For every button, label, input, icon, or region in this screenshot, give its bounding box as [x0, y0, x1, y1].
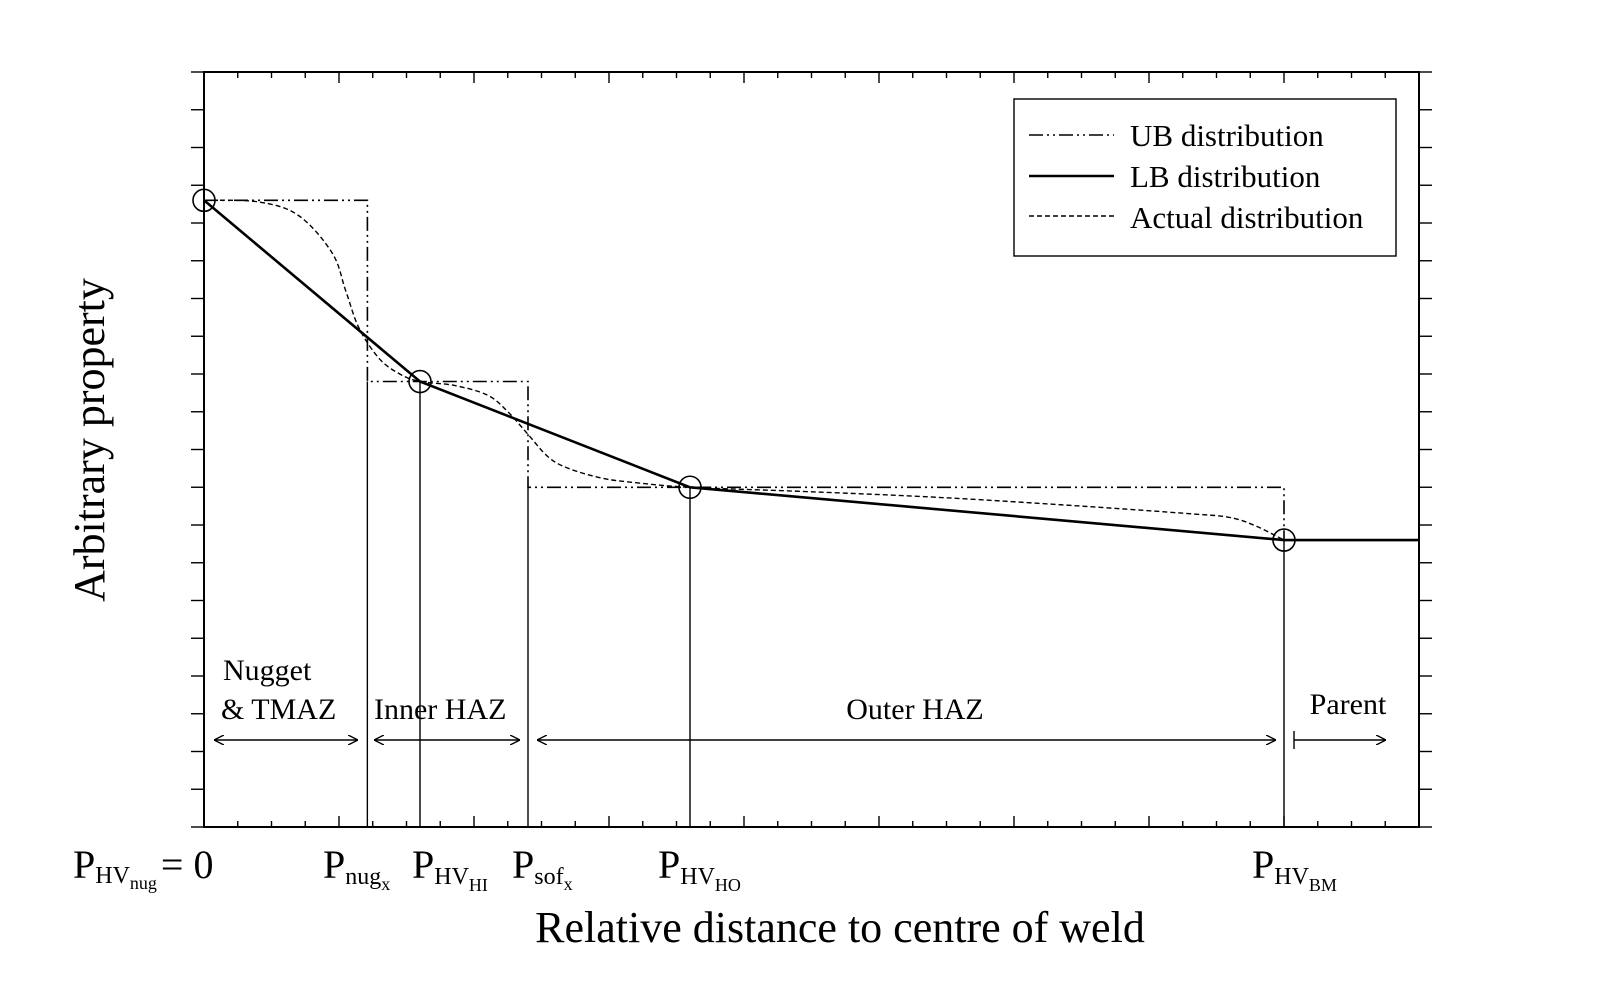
actual-distribution-line: [203, 199, 1285, 541]
zone-arrows: [214, 731, 1386, 749]
legend-box: [1013, 98, 1397, 257]
x-label-p-hv-nug: PHVnug = 0: [73, 842, 213, 893]
zone-label-nugget-line1: Nugget: [223, 654, 312, 687]
zone-label-parent: Parent: [1310, 688, 1387, 721]
x-label-p-hv-hi: PHVHI: [412, 842, 488, 895]
legend-label-lb: LB distribution: [1130, 159, 1321, 194]
ub-distribution-line: [204, 199, 1285, 541]
y-axis-title: Arbitrary property: [65, 278, 114, 602]
x-marker-labels: PHVnug = 0 Pnugx PHVHI Psofx PHVHO PHVBM: [73, 842, 1337, 895]
zone-label-nugget-line2: & TMAZ: [221, 693, 336, 726]
series-layer: [203, 199, 1419, 542]
marker-lines: [366, 381, 1285, 827]
x-label-p-nug-x: Pnugx: [323, 842, 390, 894]
legend-label-ub: UB distribution: [1130, 118, 1324, 153]
x-axis-title: Relative distance to centre of weld: [535, 903, 1145, 952]
transition-marker: [1272, 528, 1296, 552]
axis-ticks: [191, 71, 1432, 828]
x-label-p-hv-bm: PHVBM: [1252, 842, 1337, 895]
transition-marker: [408, 369, 432, 394]
legend: UB distribution LB distribution Actual d…: [1013, 98, 1397, 257]
transition-marker: [192, 188, 216, 213]
zone-label-inner-haz: Inner HAZ: [374, 693, 506, 726]
x-label-p-sof-x: Psofx: [512, 842, 573, 894]
transition-markers: [192, 188, 1296, 552]
lb-distribution-line: [203, 199, 1419, 542]
legend-label-actual: Actual distribution: [1130, 200, 1364, 235]
transition-marker: [678, 475, 702, 500]
zone-label-outer-haz: Outer HAZ: [846, 693, 983, 726]
x-label-p-hv-ho: PHVHO: [658, 842, 741, 895]
